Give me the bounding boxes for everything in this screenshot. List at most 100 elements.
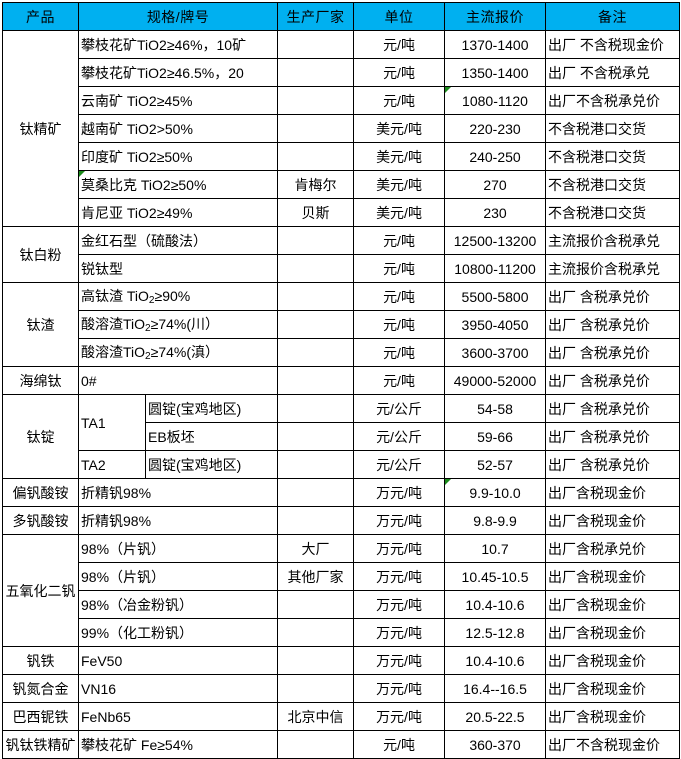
cell-unit: 元/吨	[353, 86, 446, 115]
error-flag-icon	[445, 87, 452, 93]
cell-product: 海绵钛	[2, 366, 79, 395]
cell-price: 54-58	[444, 394, 547, 423]
cell-note: 出厂含税现金价	[545, 618, 681, 647]
cell-manufacturer: 大厂	[277, 534, 355, 563]
cell-manufacturer	[277, 450, 355, 479]
cell-manufacturer	[277, 646, 355, 675]
cell-price: 3600-3700	[444, 338, 547, 367]
cell-note: 出厂 含税承兑价	[545, 450, 681, 479]
cell-unit: 万元/吨	[353, 478, 446, 507]
cell-price: 20.5-22.5	[444, 702, 547, 731]
cell-price: 360-370	[444, 730, 547, 759]
cell-manufacturer	[277, 282, 355, 311]
cell-unit: 元/吨	[353, 226, 446, 255]
cell-note: 出厂不含税承兑价	[545, 86, 681, 115]
cell-spec: 莫桑比克 TiO2≥50%	[77, 170, 279, 199]
cell-spec: EB板坯	[144, 422, 279, 451]
cell-manufacturer	[277, 422, 355, 451]
cell-spec: 98%（片钒）	[77, 562, 279, 591]
cell-price: 5500-5800	[444, 282, 547, 311]
cell-product: 钒氮合金	[2, 674, 79, 703]
cell-manufacturer	[277, 590, 355, 619]
cell-note: 不含税港口交货	[545, 170, 681, 199]
cell-unit: 万元/吨	[353, 590, 446, 619]
cell-unit: 元/吨	[353, 730, 446, 759]
cell-spec: 印度矿 TiO2≥50%	[77, 142, 279, 171]
cell-spec: 99%（化工粉钒）	[77, 618, 279, 647]
cell-price: 52-57	[444, 450, 547, 479]
cell-unit: 万元/吨	[353, 618, 446, 647]
cell-spec: VN16	[77, 674, 279, 703]
table-row: 钒氮合金 VN16 万元/吨 16.4--16.5 出厂含税现金价	[2, 674, 681, 703]
table-row: 海绵钛 0# 元/吨 49000-52000 出厂 含税承兑价	[2, 366, 681, 395]
cell-unit: 美元/吨	[353, 170, 446, 199]
table-row: 钛白粉 金红石型（硫酸法） 元/吨 12500-13200 主流报价含税承兑	[2, 226, 681, 283]
cell-note: 不含税港口交货	[545, 142, 681, 171]
cell-manufacturer: 其他厂家	[277, 562, 355, 591]
cell-note: 出厂含税承兑价	[545, 534, 681, 563]
table-row: 钛锭 TA1 圆锭(宝鸡地区) 元/公斤 54-58 出厂 含税承兑价	[2, 394, 681, 479]
cell-manufacturer	[277, 226, 355, 255]
column-header-manufacturer: 生产厂家	[277, 2, 355, 31]
table-row: TA2 圆锭(宝鸡地区) 元/公斤 52-57 出厂 含税承兑价	[3, 450, 681, 479]
cell-manufacturer	[277, 618, 355, 647]
table-row: 五氧化二钒 98%（片钒） 大厂 万元/吨 10.7 出厂含税承兑价	[2, 534, 681, 647]
cell-spec: FeNb65	[77, 702, 279, 731]
cell-spec: 酸溶渣TiO2≥74%(川）	[77, 310, 279, 339]
cell-manufacturer	[277, 58, 355, 87]
table-row: 莫桑比克 TiO2≥50% 肯梅尔 美元/吨 270 不含税港口交货	[3, 170, 681, 199]
cell-manufacturer	[277, 674, 355, 703]
cell-unit: 万元/吨	[353, 562, 446, 591]
cell-note: 不含税港口交货	[545, 198, 681, 227]
cell-manufacturer	[277, 338, 355, 367]
cell-note: 出厂含税现金价	[545, 506, 681, 535]
cell-price: 1370-1400	[444, 30, 547, 59]
cell-note: 出厂 含税承兑价	[545, 394, 681, 423]
cell-note: 出厂含税现金价	[545, 646, 681, 675]
cell-price: 9.8-9.9	[444, 506, 547, 535]
cell-spec: 锐钛型	[77, 254, 279, 283]
cell-note: 出厂含税现金价	[545, 562, 681, 591]
cell-grade: TA1	[78, 394, 146, 451]
cell-spec: 金红石型（硫酸法）	[77, 226, 279, 255]
cell-product: 钒铁	[2, 646, 79, 675]
cell-price: 10800-11200	[444, 254, 547, 283]
cell-note: 出厂 含税承兑价	[545, 366, 681, 395]
cell-note: 出厂 不含税现金价	[545, 30, 681, 59]
table-row: 多钒酸铵 折精钒98% 万元/吨 9.8-9.9 出厂含税现金价	[2, 506, 681, 535]
column-header-note: 备注	[545, 2, 681, 31]
cell-grade: TA2	[78, 450, 146, 479]
cell-manufacturer	[277, 730, 355, 759]
table-row: 印度矿 TiO2≥50% 美元/吨 240-250 不含税港口交货	[3, 142, 681, 171]
cell-price: 10.45-10.5	[444, 562, 547, 591]
cell-price: 1350-1400	[444, 58, 547, 87]
cell-note: 出厂 含税承兑价	[545, 422, 681, 451]
cell-unit: 万元/吨	[353, 702, 446, 731]
table-row: 98%（片钒） 其他厂家 万元/吨 10.45-10.5 出厂含税现金价	[3, 562, 681, 591]
cell-product: 巴西铌铁	[2, 702, 79, 731]
cell-product: 钛精矿	[2, 30, 79, 227]
cell-note: 出厂 含税承兑价	[545, 310, 681, 339]
cell-price: 12500-13200	[444, 226, 547, 255]
table-row: 酸溶渣TiO2≥74%(滇） 元/吨 3600-3700 出厂 含税承兑价	[3, 338, 681, 367]
cell-note: 出厂 含税承兑价	[545, 338, 681, 367]
cell-price: 10.4-10.6	[444, 590, 547, 619]
cell-spec: 越南矿 TiO2>50%	[77, 114, 279, 143]
cell-product: 钛白粉	[2, 226, 79, 283]
cell-note: 出厂含税现金价	[545, 590, 681, 619]
cell-unit: 元/吨	[353, 366, 446, 395]
table-row: 攀枝花矿TiO2≥46.5%，20 元/吨 1350-1400 出厂 不含税承兑	[3, 58, 681, 87]
cell-product: 钒钛铁精矿	[2, 730, 79, 759]
cell-price: 10.4-10.6	[444, 646, 547, 675]
column-header-spec: 规格/牌号	[77, 2, 279, 31]
cell-manufacturer	[277, 114, 355, 143]
table-body: 钛精矿 攀枝花矿TiO2≥46%，10矿 元/吨 1370-1400 出厂 不含税现金价…	[2, 30, 681, 759]
cell-spec: 折精钒98%	[77, 506, 279, 535]
cell-note: 出厂不含税现金价	[545, 730, 681, 759]
cell-manufacturer	[277, 86, 355, 115]
cell-product: 多钒酸铵	[2, 506, 79, 535]
cell-spec: 0#	[77, 366, 279, 395]
column-header-product: 产品	[2, 2, 79, 31]
cell-manufacturer	[277, 506, 355, 535]
